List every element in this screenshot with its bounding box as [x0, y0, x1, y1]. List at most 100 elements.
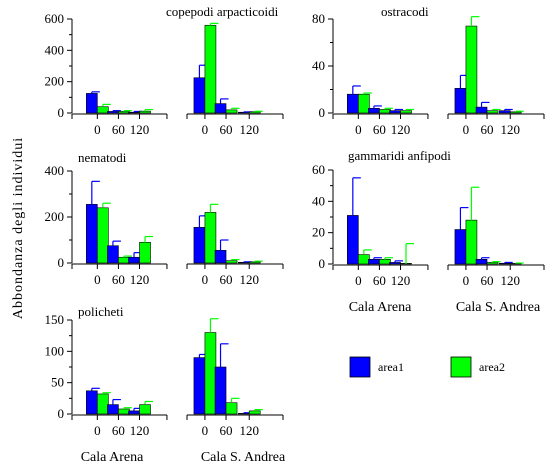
x-tick-label: 60	[220, 272, 233, 287]
bar-area2	[139, 110, 151, 114]
panel: policheti 0 50 100 150 0 60 120 0 60 120	[45, 304, 284, 438]
x-tick-label: 60	[220, 122, 233, 137]
panel-title: copepodi arpacticoidi	[166, 4, 279, 19]
site-label: Cala Arena	[349, 300, 412, 315]
bar-area2	[486, 262, 499, 265]
x-tick-label: 120	[130, 423, 150, 438]
bar-area2	[465, 219, 478, 265]
y-tick-label: 400	[45, 163, 65, 178]
x-tick-label: 0	[202, 423, 209, 438]
bar-area1	[454, 229, 467, 265]
x-tick-label: 60	[112, 122, 125, 137]
bar-area2	[204, 24, 217, 114]
x-tick-label: 0	[94, 122, 101, 137]
bar-area2	[225, 109, 238, 114]
bar-area2	[358, 93, 370, 114]
y-tick-label: 0	[58, 406, 65, 421]
panel-title: gammaridi anfipodi	[348, 148, 451, 163]
bar-area2	[465, 25, 478, 114]
bar-area1	[128, 256, 140, 264]
x-tick-label: 120	[500, 273, 520, 288]
bar-area1	[107, 111, 119, 114]
y-tick-label: 100	[45, 343, 65, 358]
y-tick-label: 400	[45, 42, 65, 57]
y-tick-label: 600	[45, 11, 65, 26]
bar-area2	[118, 408, 130, 415]
x-tick-label: 0	[355, 273, 362, 288]
panel-title: policheti	[78, 304, 124, 319]
bar-area2	[379, 109, 391, 114]
bar-area1	[237, 413, 250, 415]
x-tick-label: 120	[239, 272, 259, 287]
bar-area1	[128, 410, 140, 415]
y-tick-label: 50	[51, 375, 64, 390]
bar-area2	[248, 261, 261, 264]
bar-area1	[86, 204, 98, 264]
bar-area1	[86, 390, 98, 415]
site-labels: Cala Arena Cala S. Andrea Cala Arena Cala S…	[81, 300, 541, 465]
x-tick-label: 0	[463, 122, 470, 137]
bar-area1	[193, 227, 206, 264]
x-tick-label: 60	[373, 273, 386, 288]
bar-area1	[498, 262, 511, 265]
bar-area1	[389, 110, 401, 114]
panel: ostracodi 0 40 80 0 60 120 0 60 120	[312, 4, 545, 137]
bar-area1	[347, 93, 359, 114]
bar-area2	[118, 111, 130, 114]
bar-area2	[204, 212, 217, 264]
bar-area1	[475, 106, 488, 114]
x-tick-label: 60	[220, 423, 233, 438]
bar-area2	[358, 254, 370, 265]
y-tick-label: 40	[312, 58, 325, 73]
panel-title: ostracodi	[381, 4, 429, 19]
bar-area2	[225, 260, 238, 264]
x-tick-label: 120	[239, 423, 259, 438]
site-label: Cala Arena	[81, 450, 144, 465]
x-tick-label: 120	[500, 122, 520, 137]
site-label: Cala S. Andrea	[456, 300, 541, 315]
y-tick-label: 0	[319, 105, 326, 120]
y-tick-label: 20	[312, 225, 325, 240]
x-tick-label: 0	[355, 122, 362, 137]
legend-swatch-area2	[450, 356, 472, 378]
x-tick-label: 0	[202, 122, 209, 137]
bar-area1	[498, 110, 511, 114]
y-tick-label: 200	[45, 74, 65, 89]
bar-area2	[248, 410, 261, 415]
bar-area2	[118, 256, 130, 264]
x-tick-label: 0	[202, 272, 209, 287]
bar-area1	[389, 262, 401, 265]
bar-area1	[128, 111, 140, 114]
y-tick-label: 80	[312, 11, 325, 26]
y-tick-label: 0	[319, 256, 326, 271]
bar-area2	[204, 332, 217, 415]
panel: nematodi 0 200 400 0 60 120 0 60 120	[45, 150, 284, 287]
site-label: Cala S. Andrea	[201, 450, 286, 465]
bar-area1	[347, 215, 359, 265]
legend-label: area1	[378, 360, 404, 374]
panel: gammaridi anfipodi 0 20 40 60 0 60 120 0 60 120	[312, 148, 545, 288]
y-tick-label: 60	[312, 162, 325, 177]
bar-area1	[214, 250, 227, 264]
bar-area1	[454, 88, 467, 114]
x-tick-label: 60	[481, 122, 494, 137]
bar-area1	[214, 103, 227, 114]
bar-area2	[97, 207, 109, 264]
bar-area1	[214, 366, 227, 415]
bar-area2	[97, 106, 109, 114]
bar-area2	[139, 404, 151, 415]
x-tick-label: 0	[463, 273, 470, 288]
bar-area1	[193, 77, 206, 114]
legend-swatch-area1	[349, 356, 371, 378]
y-tick-label: 0	[58, 105, 65, 120]
bar-area1	[368, 258, 380, 265]
panel-title: nematodi	[78, 150, 127, 165]
x-tick-label: 120	[239, 122, 259, 137]
y-tick-label: 200	[45, 209, 65, 224]
x-tick-label: 60	[481, 273, 494, 288]
x-tick-label: 0	[94, 423, 101, 438]
bar-area2	[97, 393, 109, 415]
bar-area1	[475, 258, 488, 265]
x-tick-label: 120	[130, 272, 150, 287]
